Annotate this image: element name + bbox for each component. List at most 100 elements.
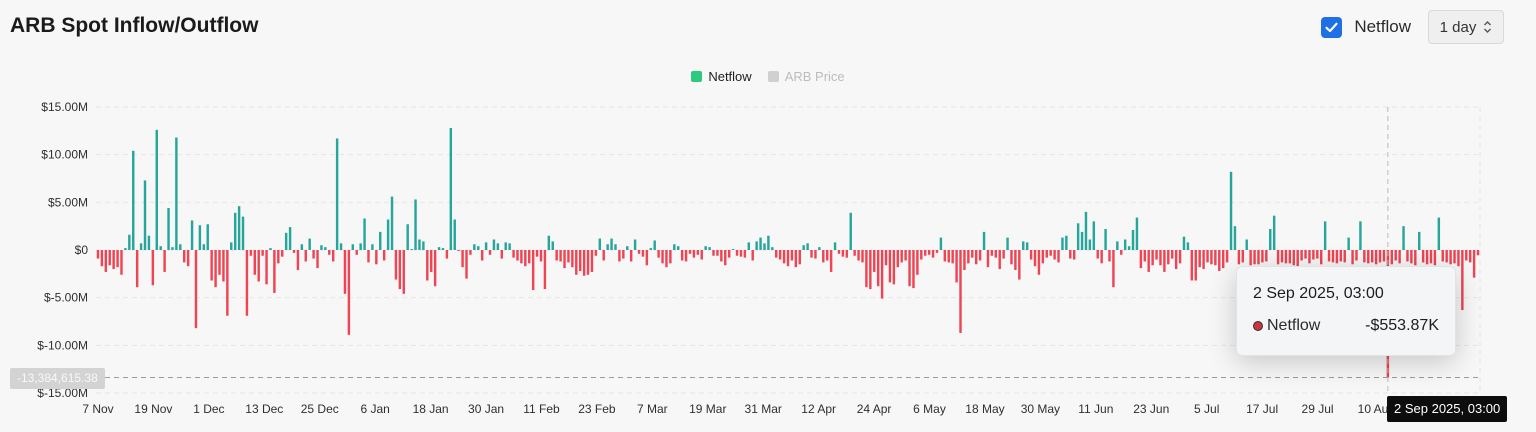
netflow-bar	[825, 250, 829, 261]
netflow-bar	[520, 250, 523, 264]
netflow-bar	[598, 238, 602, 250]
netflow-bar	[1225, 250, 1229, 263]
netflow-bar	[810, 250, 813, 258]
y-tick-label: $-15.00M	[37, 386, 88, 400]
netflow-bar	[1065, 235, 1068, 250]
netflow-bar	[849, 212, 852, 250]
netflow-bar	[1343, 250, 1346, 263]
x-tick-label: 7 Nov	[82, 402, 113, 416]
netflow-bar	[484, 242, 488, 250]
netflow-bar	[818, 247, 821, 250]
netflow-bar	[304, 250, 307, 262]
netflow-bar	[508, 243, 511, 250]
netflow-bar	[645, 250, 649, 266]
netflow-bar	[430, 250, 433, 272]
netflow-bar	[1347, 237, 1350, 250]
netflow-bar	[1116, 241, 1119, 250]
netflow-bar	[1214, 250, 1217, 266]
netflow-bar	[959, 250, 962, 333]
netflow-bar	[128, 234, 131, 250]
netflow-bar	[829, 250, 833, 272]
x-tick-label: 6 May	[913, 402, 946, 416]
netflow-bar	[210, 250, 213, 281]
netflow-bar	[1476, 250, 1480, 256]
netflow-bar	[1335, 250, 1339, 264]
netflow-bar	[551, 241, 554, 250]
netflow-checkbox-label[interactable]: Netflow	[1354, 17, 1411, 36]
netflow-bar	[1370, 250, 1374, 263]
netflow-bar	[680, 250, 684, 261]
netflow-bar	[281, 250, 284, 257]
interval-select[interactable]: 1 day	[1428, 10, 1504, 44]
netflow-bar	[802, 245, 805, 250]
netflow-bar	[1120, 250, 1123, 255]
netflow-bar	[696, 250, 700, 255]
netflow-bar	[1080, 231, 1084, 250]
netflow-bar	[837, 250, 841, 254]
netflow-bar	[1382, 250, 1386, 262]
netflow-bar	[230, 242, 233, 250]
netflow-bar	[1323, 221, 1327, 250]
netflow-bar	[963, 250, 966, 271]
netflow-bar	[590, 250, 594, 272]
tooltip-title: 2 Sep 2025, 03:00	[1253, 285, 1384, 302]
netflow-bar	[320, 245, 323, 250]
netflow-bar	[1421, 250, 1425, 263]
netflow-bar	[657, 250, 660, 258]
netflow-bar	[132, 150, 135, 250]
netflow-bar	[1167, 250, 1170, 265]
netflow-bar	[1033, 250, 1037, 267]
netflow-bar	[1316, 250, 1319, 259]
netflow-bar	[1276, 250, 1280, 265]
netflow-bar	[226, 250, 229, 316]
x-tick-label: 23 Jun	[1133, 402, 1169, 416]
netflow-bar	[1014, 250, 1017, 271]
netflow-bar	[183, 250, 186, 263]
netflow-bar	[531, 250, 535, 291]
netflow-bar	[1441, 250, 1444, 262]
netflow-bar	[461, 250, 464, 268]
netflow-bar	[1253, 250, 1256, 265]
netflow-bar	[861, 250, 864, 263]
netflow-bar	[1367, 250, 1370, 264]
netflow-bar	[312, 250, 315, 259]
netflow-bar	[171, 247, 174, 250]
netflow-bar	[763, 243, 766, 250]
netflow-bar	[206, 224, 209, 250]
netflow-bar	[924, 250, 927, 256]
netflow-bar	[1061, 237, 1064, 250]
legend-item-netflow[interactable]: Netflow	[691, 69, 752, 84]
netflow-bar	[339, 243, 343, 250]
netflow-bar	[724, 250, 727, 266]
netflow-bar	[390, 196, 394, 250]
netflow-bar	[1131, 229, 1135, 250]
netflow-bar	[578, 250, 582, 271]
netflow-bar	[618, 250, 621, 262]
netflow-bar	[343, 250, 347, 294]
netflow-bar	[1351, 250, 1354, 265]
netflow-bar	[880, 250, 884, 299]
netflow-bar	[1092, 221, 1096, 250]
netflow-bar	[1257, 250, 1260, 265]
netflow-bar	[410, 249, 413, 250]
legend-label-arb-price: ARB Price	[784, 69, 845, 84]
netflow-bar	[269, 248, 272, 250]
netflow-bar	[441, 248, 445, 250]
netflow-bar	[1453, 250, 1456, 264]
netflow-bar	[1233, 226, 1237, 250]
x-tick-label: 10 Au	[1358, 402, 1389, 416]
netflow-bar	[422, 241, 425, 250]
netflow-bar	[535, 250, 539, 257]
netflow-bar	[998, 250, 1001, 270]
netflow-bar	[1406, 250, 1409, 262]
netflow-bar	[967, 250, 970, 264]
legend-item-arb-price[interactable]: ARB Price	[767, 69, 845, 84]
netflow-bar	[1374, 250, 1378, 265]
x-tick-label: 1 Dec	[193, 402, 224, 416]
netflow-bar	[982, 231, 986, 250]
netflow-bar	[637, 250, 641, 254]
netflow-checkbox[interactable]	[1321, 16, 1343, 38]
netflow-bar	[1468, 250, 1472, 263]
netflow-bar	[994, 250, 998, 258]
